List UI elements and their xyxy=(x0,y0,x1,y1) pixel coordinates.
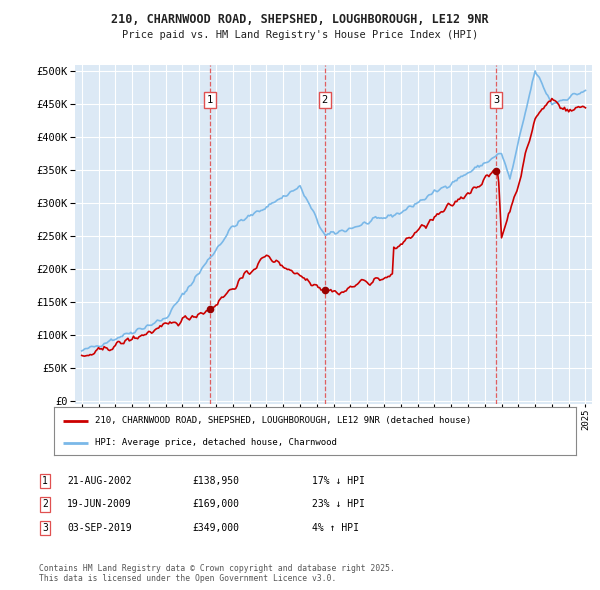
Text: 210, CHARNWOOD ROAD, SHEPSHED, LOUGHBOROUGH, LE12 9NR: 210, CHARNWOOD ROAD, SHEPSHED, LOUGHBORO… xyxy=(111,13,489,26)
Text: 23% ↓ HPI: 23% ↓ HPI xyxy=(312,500,365,509)
Text: 4% ↑ HPI: 4% ↑ HPI xyxy=(312,523,359,533)
Text: 210, CHARNWOOD ROAD, SHEPSHED, LOUGHBOROUGH, LE12 9NR (detached house): 210, CHARNWOOD ROAD, SHEPSHED, LOUGHBORO… xyxy=(95,416,471,425)
Text: Contains HM Land Registry data © Crown copyright and database right 2025.
This d: Contains HM Land Registry data © Crown c… xyxy=(39,563,395,583)
Text: Price paid vs. HM Land Registry's House Price Index (HPI): Price paid vs. HM Land Registry's House … xyxy=(122,30,478,40)
Text: £169,000: £169,000 xyxy=(192,500,239,509)
Text: 21-AUG-2002: 21-AUG-2002 xyxy=(67,476,132,486)
Text: £349,000: £349,000 xyxy=(192,523,239,533)
Text: 19-JUN-2009: 19-JUN-2009 xyxy=(67,500,132,509)
Text: 1: 1 xyxy=(207,95,213,105)
Text: 17% ↓ HPI: 17% ↓ HPI xyxy=(312,476,365,486)
Text: 3: 3 xyxy=(42,523,48,533)
Text: 03-SEP-2019: 03-SEP-2019 xyxy=(67,523,132,533)
Text: 1: 1 xyxy=(42,476,48,486)
Text: £138,950: £138,950 xyxy=(192,476,239,486)
Text: 2: 2 xyxy=(42,500,48,509)
Text: HPI: Average price, detached house, Charnwood: HPI: Average price, detached house, Char… xyxy=(95,438,337,447)
Text: 3: 3 xyxy=(493,95,499,105)
Text: 2: 2 xyxy=(322,95,328,105)
